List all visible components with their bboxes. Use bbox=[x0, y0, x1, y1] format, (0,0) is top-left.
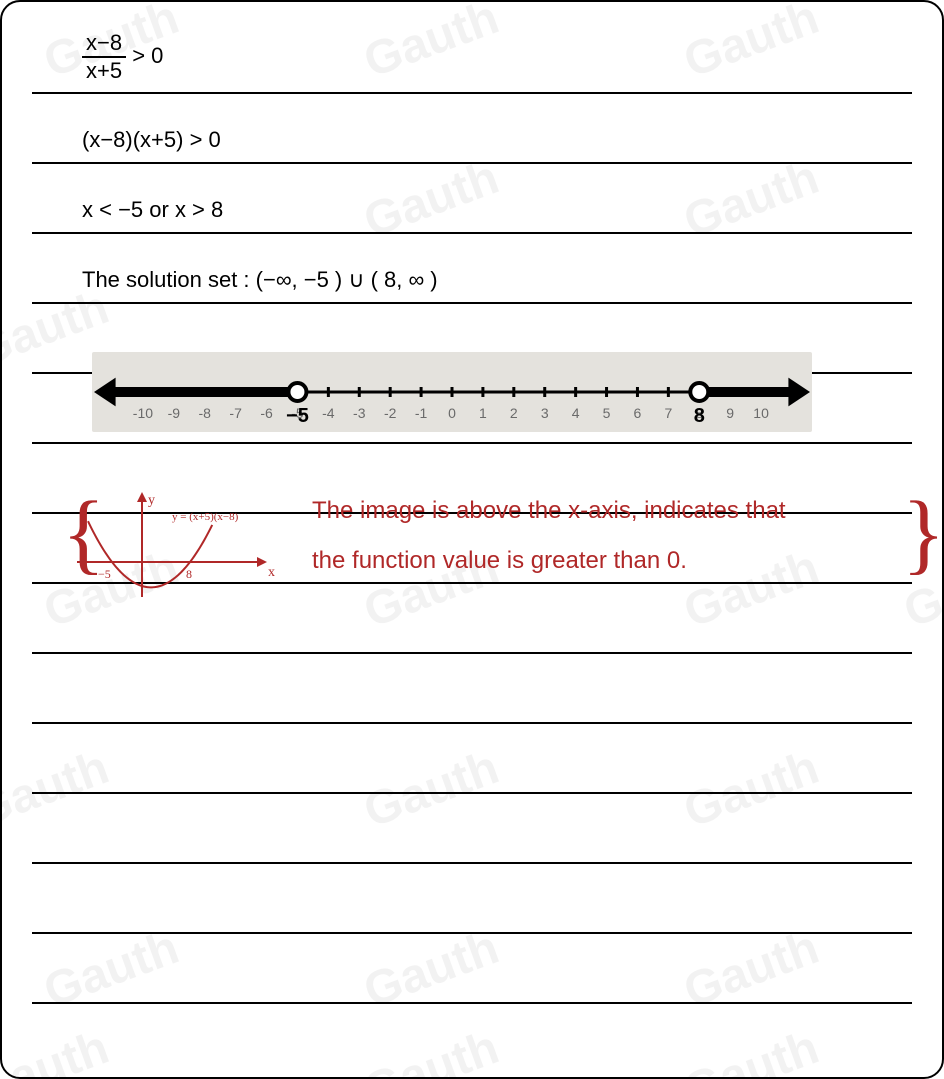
ruled-line bbox=[32, 92, 912, 94]
watermark: Gauth bbox=[0, 1020, 116, 1079]
svg-text:8: 8 bbox=[694, 405, 705, 427]
svg-text:1: 1 bbox=[479, 405, 487, 421]
svg-text:-1: -1 bbox=[415, 405, 428, 421]
svg-text:-6: -6 bbox=[260, 405, 273, 421]
mini-graph-svg: y x −5 8 y = (x+5)(x−8) bbox=[72, 492, 282, 602]
svg-text:−5: −5 bbox=[286, 405, 309, 427]
ruled-line bbox=[32, 932, 912, 934]
svg-text:-9: -9 bbox=[168, 405, 181, 421]
number-line: -10-9-8-7-6-5-4-3-2-10123456789108−5 bbox=[92, 352, 812, 432]
ruled-line bbox=[32, 232, 912, 234]
svg-text:9: 9 bbox=[726, 405, 734, 421]
svg-text:8: 8 bbox=[186, 567, 192, 581]
svg-text:y: y bbox=[148, 493, 155, 508]
expr-line-3: x < −5 or x > 8 bbox=[82, 197, 223, 223]
svg-text:-8: -8 bbox=[199, 405, 212, 421]
ruled-line bbox=[32, 442, 912, 444]
ruled-line bbox=[32, 162, 912, 164]
svg-text:0: 0 bbox=[448, 405, 456, 421]
ruled-line bbox=[32, 652, 912, 654]
watermark: Gauth bbox=[677, 920, 826, 1019]
watermark: Gauth bbox=[357, 0, 506, 89]
watermark: Gauth bbox=[677, 1020, 826, 1079]
svg-text:5: 5 bbox=[603, 405, 611, 421]
solution-set: The solution set : (−∞, −5 ) ∪ ( 8, ∞ ) bbox=[82, 267, 438, 293]
expr-line-2: (x−8)(x+5) > 0 bbox=[82, 127, 221, 153]
svg-text:4: 4 bbox=[572, 405, 580, 421]
ruled-line bbox=[32, 862, 912, 864]
svg-text:6: 6 bbox=[634, 405, 642, 421]
fraction-numerator: x−8 bbox=[82, 32, 126, 58]
svg-text:y = (x+5)(x−8): y = (x+5)(x−8) bbox=[172, 511, 239, 523]
watermark: Gauth bbox=[357, 1020, 506, 1079]
ruled-line bbox=[32, 1002, 912, 1004]
fraction: x−8 x+5 bbox=[82, 32, 126, 82]
watermark: Gauth bbox=[357, 740, 506, 839]
svg-text:7: 7 bbox=[664, 405, 672, 421]
watermark: Gauth bbox=[0, 740, 116, 839]
note-line-2: the function value is greater than 0. bbox=[312, 547, 687, 575]
number-line-svg: -10-9-8-7-6-5-4-3-2-10123456789108−5 bbox=[92, 352, 812, 432]
mini-graph: y x −5 8 y = (x+5)(x−8) bbox=[72, 492, 282, 602]
svg-text:-3: -3 bbox=[353, 405, 366, 421]
ruled-line bbox=[32, 302, 912, 304]
svg-text:-2: -2 bbox=[384, 405, 397, 421]
watermark: Gauth bbox=[677, 150, 826, 249]
svg-text:-7: -7 bbox=[229, 405, 242, 421]
watermark: Gauth bbox=[357, 920, 506, 1019]
watermark: Gauth bbox=[677, 0, 826, 89]
brace-right: } bbox=[902, 482, 944, 585]
watermark: Gauth bbox=[37, 920, 186, 1019]
watermark: Gauth bbox=[677, 540, 826, 639]
ruled-line bbox=[32, 792, 912, 794]
note-line-1: The image is above the x-axis, indicates… bbox=[312, 497, 786, 525]
watermark: Gauth bbox=[677, 740, 826, 839]
gt-zero: > 0 bbox=[132, 43, 163, 68]
svg-text:-4: -4 bbox=[322, 405, 335, 421]
watermark: Gauth bbox=[357, 150, 506, 249]
svg-text:10: 10 bbox=[753, 405, 769, 421]
page: GauthGauthGauthGauthGauthGauthGauthGauth… bbox=[0, 0, 944, 1079]
svg-text:-10: -10 bbox=[133, 405, 153, 421]
svg-text:x: x bbox=[268, 565, 275, 580]
fraction-denominator: x+5 bbox=[82, 58, 126, 82]
ruled-line bbox=[32, 722, 912, 724]
svg-text:3: 3 bbox=[541, 405, 549, 421]
svg-text:−5: −5 bbox=[98, 567, 111, 581]
expr-line-1: x−8 x+5 > 0 bbox=[82, 32, 163, 82]
svg-text:2: 2 bbox=[510, 405, 518, 421]
